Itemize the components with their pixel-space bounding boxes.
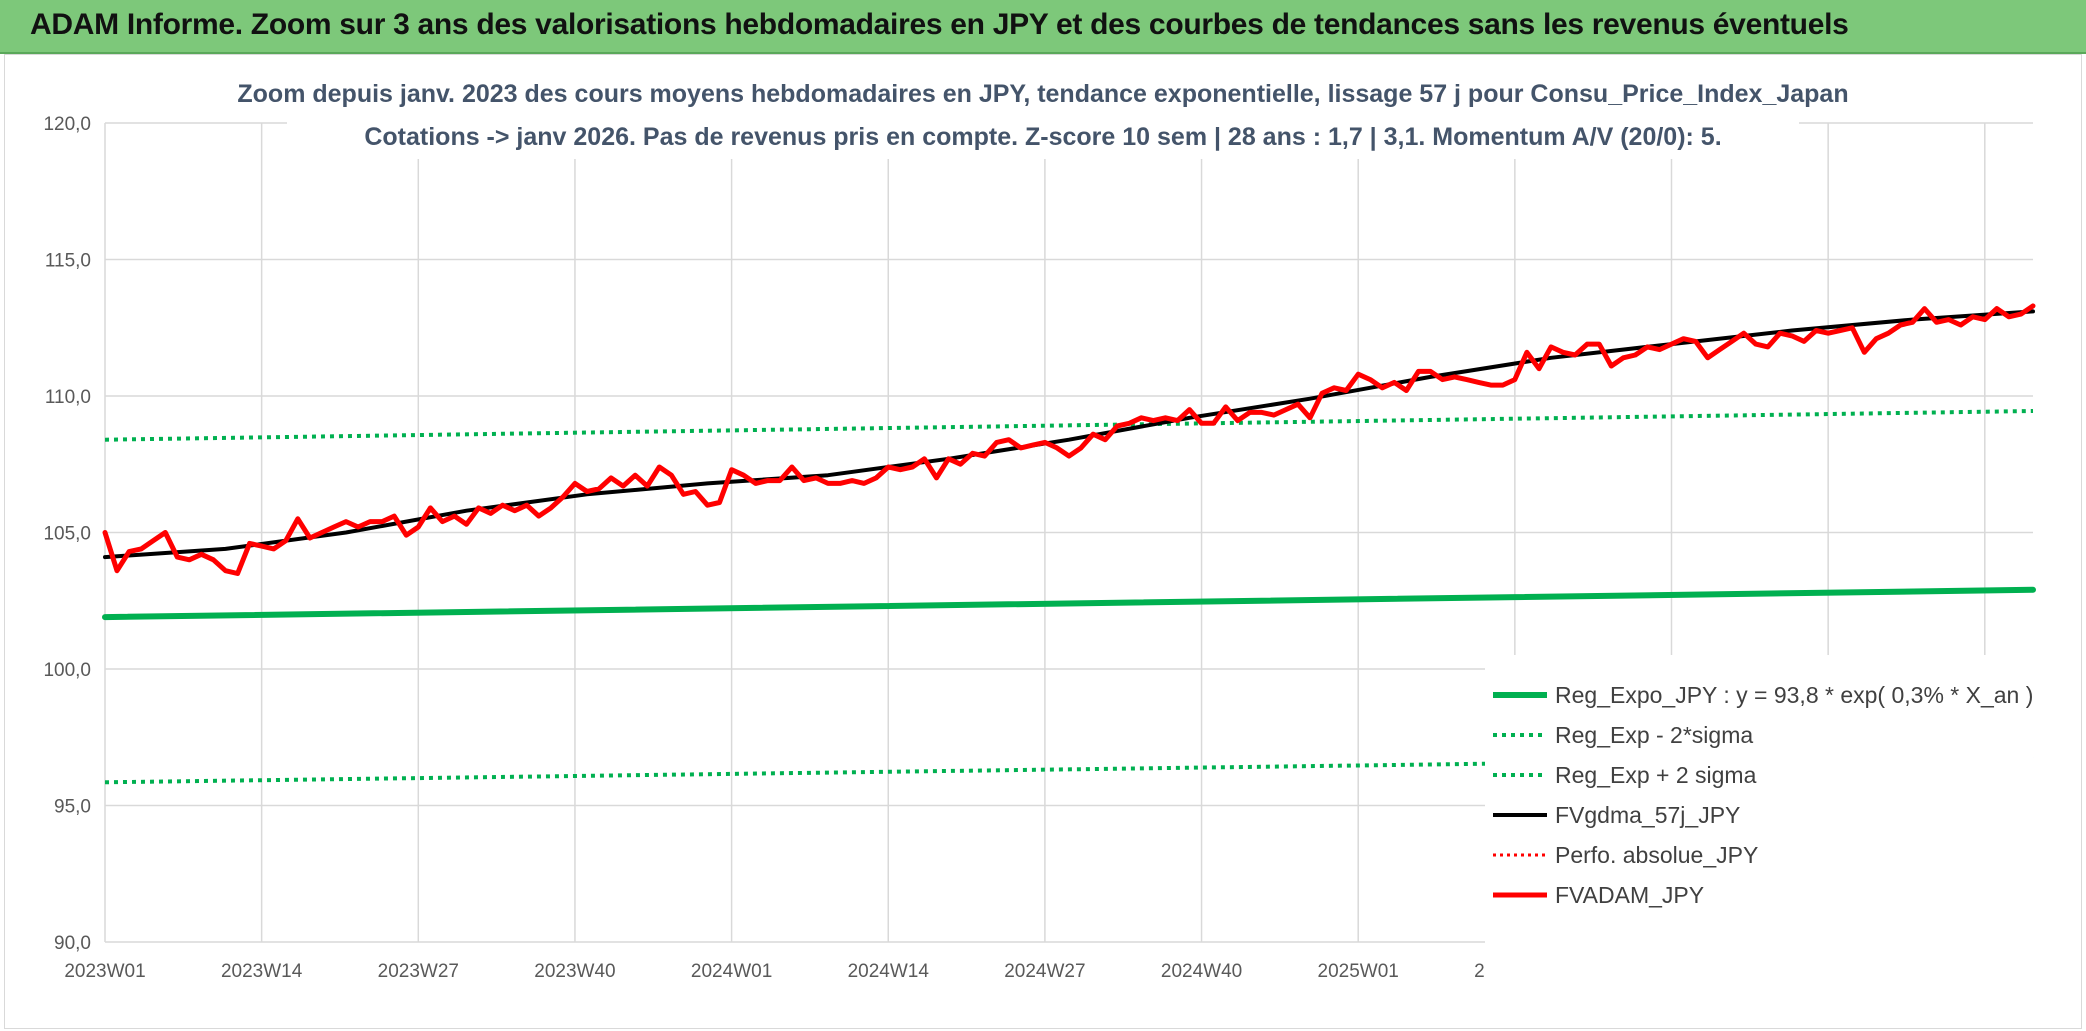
y-axis-ticks: 90,0 95,0 100,0 105,0 110,0 115,0 120,0	[43, 114, 91, 954]
x-tick-label: 2024W01	[691, 961, 772, 982]
x-tick-label: 2025W01	[1318, 961, 1399, 982]
y-tick-label: 95,0	[54, 797, 91, 818]
series-line	[102, 586, 2036, 621]
x-tick-label: 2024W40	[1161, 961, 1242, 982]
series-line	[104, 754, 2034, 785]
y-tick-label: 100,0	[43, 660, 91, 681]
x-tick-label: 2023W27	[378, 961, 459, 982]
chart-title-line: Zoom depuis janv. 2023 des cours moyens …	[237, 80, 1848, 108]
series-line	[102, 303, 2036, 576]
y-tick-label: 115,0	[45, 251, 91, 272]
title-background	[287, 75, 1799, 159]
chart-area: Zoom depuis janv. 2023 des cours moyens …	[4, 54, 2082, 1029]
x-tick-label: 2023W14	[221, 961, 303, 982]
y-tick-label: 120,0	[43, 114, 91, 135]
y-tick-label: 90,0	[54, 933, 91, 954]
legend-label: Reg_Exp - 2*sigma	[1555, 722, 1753, 748]
y-tick-label: 110,0	[45, 387, 91, 408]
line-chart: Zoom depuis janv. 2023 des cours moyens …	[43, 75, 2036, 985]
chart-title-line: Cotations -> janv 2026. Pas de revenus p…	[364, 123, 1721, 151]
series-lines	[102, 303, 2036, 785]
legend-label: FVgdma_57j_JPY	[1555, 802, 1740, 828]
legend-background	[1485, 655, 2033, 985]
report-title: ADAM Informe. Zoom sur 3 ans des valoris…	[30, 8, 1849, 41]
x-tick-label: 2024W14	[848, 961, 930, 982]
legend-label: Reg_Expo_JPY : y = 93,8 * exp( 0,3% * X_…	[1555, 682, 2033, 708]
report-banner: ADAM Informe. Zoom sur 3 ans des valoris…	[0, 0, 2086, 54]
x-tick-label: 2024W27	[1004, 961, 1085, 982]
x-tick-label: 2023W40	[534, 961, 615, 982]
x-tick-label: 2023W01	[64, 961, 145, 982]
legend-label: FVADAM_JPY	[1555, 882, 1704, 908]
gridlines	[104, 122, 2033, 943]
y-tick-label: 105,0	[43, 524, 91, 545]
legend-label: Perfo. absolue_JPY	[1555, 842, 1758, 868]
series-line	[104, 409, 2034, 442]
legend-label: Reg_Exp + 2 sigma	[1555, 762, 1757, 788]
legend: Reg_Expo_JPY : y = 93,8 * exp( 0,3% * X_…	[1485, 655, 2033, 985]
chart-title: Zoom depuis janv. 2023 des cours moyens …	[237, 75, 1849, 159]
